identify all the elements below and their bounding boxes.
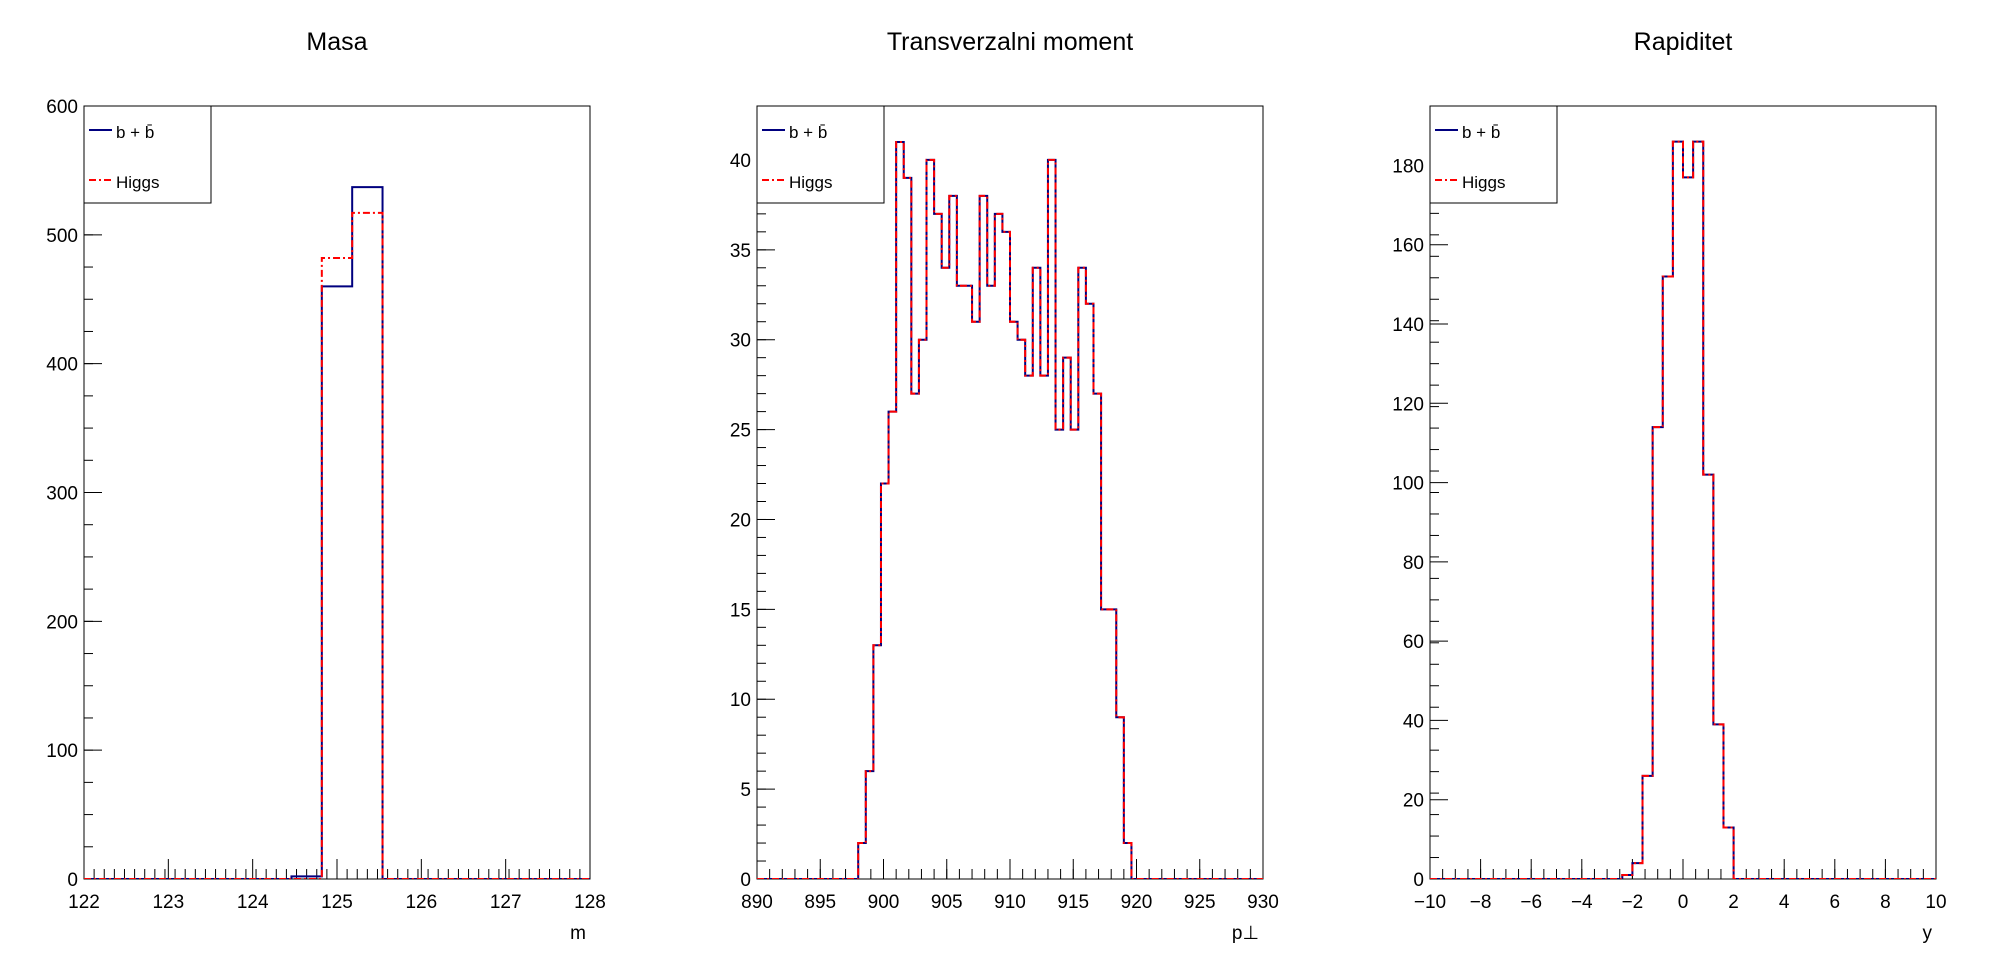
- y-tick-label: 20: [1403, 791, 1424, 812]
- x-tick-label: 124: [237, 892, 269, 913]
- x-tick-label: 125: [321, 892, 353, 913]
- y-tick-label: 0: [740, 870, 751, 891]
- chart-title: Rapiditet: [1634, 28, 1733, 56]
- x-tick-label: 900: [868, 892, 900, 913]
- y-tick-label: 25: [730, 421, 751, 442]
- y-tick-label: 30: [730, 331, 751, 352]
- x-tick-label: 128: [574, 892, 606, 913]
- x-tick-label: 895: [804, 892, 836, 913]
- y-tick-label: 15: [730, 600, 751, 621]
- x-tick-label: 122: [68, 892, 100, 913]
- legend: b + b̄ Higgs: [1429, 105, 1558, 204]
- y-tick-label: 160: [1392, 236, 1424, 257]
- x-tick-label: 890: [741, 892, 773, 913]
- legend: b + b̄ Higgs: [756, 105, 885, 204]
- x-tick-label: 126: [405, 892, 437, 913]
- series-group: [84, 186, 590, 879]
- y-tick-label: 35: [730, 241, 751, 262]
- histogram-series-bbbar: [84, 186, 590, 879]
- plot-frame: [83, 105, 591, 880]
- legend-box: [756, 105, 885, 204]
- y-tick-label: 140: [1392, 315, 1424, 336]
- x-tick-label: 10: [1925, 892, 1946, 913]
- y-tick-label: 10: [730, 690, 751, 711]
- legend-label: b + b̄: [789, 123, 827, 142]
- y-tick-label: 100: [1392, 474, 1424, 495]
- y-tick-label: 200: [46, 612, 78, 633]
- x-tick-label: 920: [1121, 892, 1153, 913]
- y-tick-label: 500: [46, 226, 78, 247]
- x-tick-label: 910: [994, 892, 1026, 913]
- y-tick-label: 0: [1413, 870, 1424, 891]
- x-axis-label: p⊥: [1232, 923, 1259, 944]
- legend: b + b̄ Higgs: [83, 105, 212, 204]
- y-tick-label: 80: [1403, 553, 1424, 574]
- x-axis-label: y: [1923, 923, 1933, 944]
- x-tick-label: 4: [1779, 892, 1790, 913]
- y-tick-label: 600: [46, 97, 78, 118]
- x-tick-label: 905: [931, 892, 963, 913]
- y-tick-label: 0: [67, 870, 78, 891]
- legend-label: b + b̄: [116, 123, 154, 142]
- legend-box: [83, 105, 212, 204]
- x-tick-label: 0: [1678, 892, 1689, 913]
- legend-label: Higgs: [116, 173, 159, 192]
- chart-title: Masa: [306, 28, 367, 56]
- chart-title: Transverzalni moment: [887, 28, 1133, 56]
- histogram-series-bbbar: [1430, 140, 1936, 879]
- legend-label: Higgs: [1462, 173, 1505, 192]
- chart-panel-0: Masa 122 123 124 125 126 127 128 0 100 200 300 400 50…: [46, 28, 606, 944]
- x-tick-label: −6: [1520, 892, 1542, 913]
- y-tick-label: 40: [1403, 711, 1424, 732]
- y-tick-label: 60: [1403, 632, 1424, 653]
- x-tick-label: −4: [1571, 892, 1593, 913]
- series-group: [757, 140, 1263, 879]
- y-tick-label: 180: [1392, 156, 1424, 177]
- x-tick-label: 2: [1728, 892, 1739, 913]
- chart-panel-1: Transverzalni moment 890 895 900 905 910 915 92…: [730, 28, 1279, 944]
- y-tick-label: 300: [46, 484, 78, 505]
- legend-label: Higgs: [789, 173, 832, 192]
- x-tick-label: 930: [1247, 892, 1279, 913]
- legend-label: b + b̄: [1462, 123, 1500, 142]
- x-tick-label: −10: [1414, 892, 1446, 913]
- y-tick-label: 400: [46, 355, 78, 376]
- x-tick-label: −8: [1470, 892, 1492, 913]
- x-tick-label: 915: [1057, 892, 1089, 913]
- histogram-series-bbbar: [757, 140, 1263, 879]
- x-tick-label: 123: [152, 892, 184, 913]
- x-tick-label: 8: [1880, 892, 1891, 913]
- y-tick-label: 120: [1392, 394, 1424, 415]
- plot-frame: [1429, 105, 1937, 880]
- y-tick-label: 20: [730, 510, 751, 531]
- x-tick-label: 127: [490, 892, 522, 913]
- plot-frame: [756, 105, 1264, 880]
- x-tick-label: 6: [1830, 892, 1841, 913]
- y-tick-label: 40: [730, 151, 751, 172]
- x-axis-label: m: [570, 923, 586, 944]
- x-tick-label: 925: [1184, 892, 1216, 913]
- chart-panel-2: Rapiditet−10 −8 −6 −4 −2 0 2 4 6 8 100204060801001…: [1392, 28, 1946, 944]
- y-tick-label: 100: [46, 741, 78, 762]
- series-group: [1430, 140, 1936, 879]
- y-tick-label: 5: [740, 780, 751, 801]
- legend-box: [1429, 105, 1558, 204]
- x-tick-label: −2: [1622, 892, 1644, 913]
- histogram-series-higgs: [84, 211, 590, 879]
- histogram-series-higgs: [1430, 140, 1936, 879]
